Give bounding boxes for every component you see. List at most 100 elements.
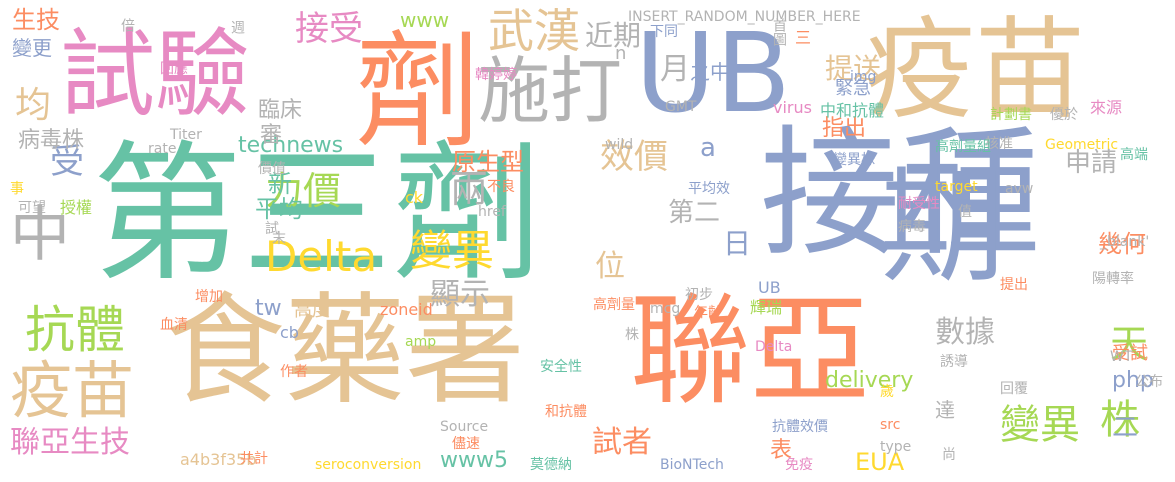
cloud-word: 數據 (935, 315, 995, 350)
cloud-word: 審 (260, 123, 283, 148)
cloud-word: www (400, 8, 450, 32)
cloud-word: 抗體效價 (772, 419, 828, 435)
cloud-word: 聯亞生技 (10, 425, 130, 460)
cloud-word: 申請 (1065, 148, 1118, 178)
cloud-word: 三 (795, 28, 812, 47)
cloud-word: 病毒 (898, 219, 926, 235)
cloud-word: 幾何 (1098, 230, 1146, 258)
cloud-word: 試驗 (60, 20, 251, 130)
cloud-word: src (880, 417, 901, 433)
cloud-word: 平均 (255, 195, 303, 223)
cloud-word: 增加 (195, 289, 223, 305)
cloud-word: virus (773, 98, 812, 117)
cloud-word: 施打 (478, 49, 623, 133)
cloud-word: 莫德納 (530, 457, 572, 473)
cloud-word: 高劑量 (593, 297, 635, 313)
cloud-word: 授權 (60, 198, 93, 217)
cloud-word: 計劃書 (990, 107, 1032, 123)
cloud-word: 平均效 (688, 181, 730, 197)
cloud-word: 第二 (668, 198, 721, 228)
cloud-word: 事 (10, 181, 24, 197)
cloud-word: 免疫 (785, 457, 813, 473)
cloud-word: 耐受性 (898, 196, 940, 212)
cloud-word: 輝瑞 (750, 298, 783, 317)
cloud-word: 達 (935, 398, 955, 422)
cloud-word: 高度 (294, 300, 330, 321)
cloud-word: 提送 (825, 52, 882, 85)
cloud-word: avw (1005, 181, 1034, 197)
cloud-word: delivery (825, 368, 914, 393)
cloud-word: 兩 (450, 167, 489, 211)
cloud-word: 效價 (600, 137, 668, 177)
cloud-word: ck (405, 188, 424, 207)
cloud-word: 血清 (160, 317, 188, 333)
cloud-word: a (700, 133, 716, 163)
cloud-word: 共計 (240, 451, 268, 467)
cloud-word: 二 (1112, 413, 1139, 443)
cloud-word: 倍 (119, 18, 135, 32)
cloud-word: technews (238, 133, 344, 158)
cloud-word: 價值 (258, 161, 286, 177)
cloud-word: 下同 (650, 24, 678, 40)
cloud-word: Delta (755, 339, 793, 355)
cloud-word: 變異株 (833, 152, 875, 168)
cloud-word: 韓婷婷 (475, 67, 517, 83)
cloud-word: 疫苗 (865, 6, 1085, 134)
cloud-word: 均 (15, 85, 52, 126)
cloud-word: amp (405, 334, 437, 350)
cloud-word: BioNTech (660, 457, 724, 473)
cloud-word: 變異 (1000, 402, 1080, 448)
cloud-word: 值 (958, 204, 972, 220)
cloud-word: a4b3f35b (180, 450, 257, 469)
cloud-word: 中 (10, 200, 70, 270)
cloud-word: php (1112, 368, 1154, 393)
cloud-word: 陽轉率 (1092, 271, 1134, 287)
cloud-word: tw (255, 296, 282, 321)
cloud-word: 病毒株 (18, 128, 85, 153)
cloud-word: 劑 (355, 20, 480, 165)
cloud-word: 尚 (942, 447, 956, 463)
cloud-word: 儘速 (452, 436, 480, 452)
cloud-word: 受試 (1112, 343, 1148, 364)
cloud-word: 初步 (685, 287, 713, 303)
cloud-word: 回覆 (1000, 381, 1028, 397)
cloud-word: WT (1110, 349, 1133, 365)
cloud-word: 疫苗 (10, 354, 135, 427)
cloud-word: 高劑量組 (935, 139, 991, 155)
cloud-word: 不良 (487, 179, 515, 195)
cloud-word: 年齡 (694, 305, 722, 321)
cloud-word: n (615, 43, 627, 64)
cloud-word: cb (280, 323, 299, 342)
cloud-word: 週 (229, 20, 245, 34)
cloud-word: rate (148, 141, 177, 157)
cloud-word: 武漢 (488, 4, 580, 58)
cloud-word: 接受 (295, 9, 363, 49)
cloud-word: 緊急 (835, 78, 871, 99)
cloud-word: 高端 (1120, 147, 1148, 163)
cloud-word: 原生型 (452, 148, 524, 176)
cloud-word: 變更 (12, 36, 52, 60)
cloud-word: 天 (1110, 322, 1149, 366)
cloud-word: 第三劑 (92, 128, 543, 302)
cloud-word: 來源 (1090, 98, 1123, 117)
cloud-word: 回應 (160, 61, 188, 77)
cloud-word: 和抗體 (545, 404, 587, 420)
cloud-word: 日 (723, 227, 752, 260)
cloud-word: 指出 (822, 116, 867, 141)
cloud-word: UB (758, 278, 781, 297)
cloud-word: 期 (880, 155, 1005, 300)
cloud-word: seroconversion (315, 457, 422, 473)
cloud-word: 作者 (280, 364, 308, 380)
cloud-word: mcg (650, 301, 681, 317)
cloud-word: EUA (855, 448, 905, 476)
cloud-word: 位 (595, 249, 625, 284)
cloud-word: img (850, 69, 877, 85)
cloud-word: 臨床 (258, 98, 303, 123)
cloud-word: 受 (50, 142, 84, 182)
cloud-word: 之中 (690, 60, 730, 84)
cloud-word: 首圖 (771, 18, 787, 46)
cloud-word: 食藥署 (165, 282, 525, 421)
cloud-word: 中和抗體 (820, 101, 885, 120)
cloud-word: 試者 (592, 425, 652, 460)
cloud-word: 核准 (985, 136, 1013, 152)
